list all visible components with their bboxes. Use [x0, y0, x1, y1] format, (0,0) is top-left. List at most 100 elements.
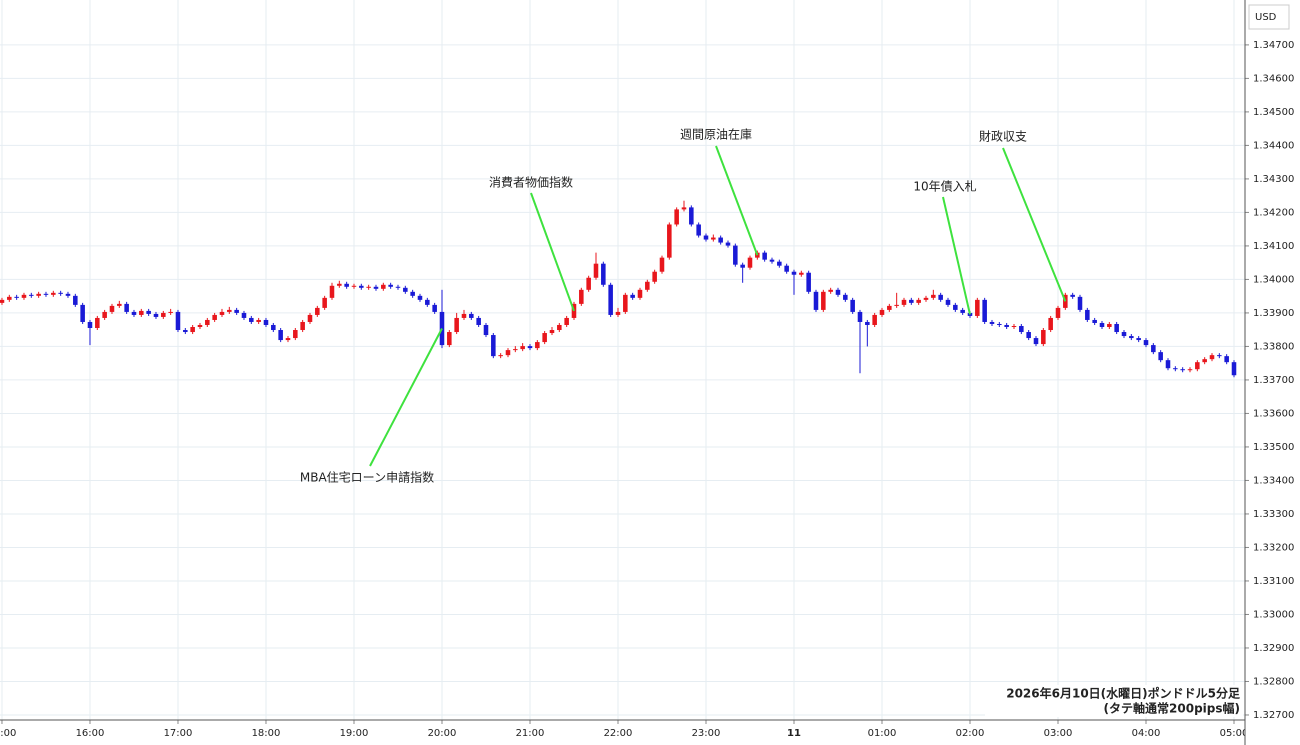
candle-body — [395, 286, 401, 288]
candle-body — [931, 294, 936, 298]
candle-body — [7, 296, 12, 300]
candle-body — [564, 317, 569, 325]
candle-body — [1063, 294, 1068, 308]
candle-body — [755, 252, 760, 258]
candle-body — [190, 326, 195, 333]
candle-body — [1151, 345, 1156, 353]
candle-body — [894, 304, 899, 306]
candle-body — [989, 321, 995, 324]
candle-body — [1004, 324, 1009, 327]
candle-body — [153, 313, 159, 317]
candle-body — [1202, 359, 1207, 363]
candle-body — [1107, 323, 1112, 327]
x-tick-label: 15:00 — [0, 728, 16, 739]
candle-body — [982, 299, 987, 322]
x-tick-label: 16:00 — [76, 728, 105, 739]
x-tick-label: 18:00 — [252, 728, 281, 739]
y-tick-label: 1.34500 — [1253, 107, 1294, 118]
candle-body — [835, 289, 841, 295]
candle-body — [65, 293, 71, 296]
candle-body — [857, 311, 863, 322]
candle-body — [469, 313, 474, 318]
candle-body — [234, 309, 239, 313]
x-tick-label: 03:00 — [1044, 728, 1073, 739]
candle-body — [205, 319, 210, 325]
y-tick-label: 1.34300 — [1253, 174, 1294, 185]
candle-body — [586, 277, 591, 290]
candle-body — [909, 299, 914, 303]
candle-body — [1143, 340, 1149, 346]
currency-label: USD — [1255, 12, 1277, 23]
x-tick-label: 21:00 — [516, 728, 545, 739]
candle-body — [1173, 368, 1178, 370]
candle-body — [1026, 332, 1031, 339]
candle-body — [762, 252, 767, 260]
y-tick-label: 1.34200 — [1253, 207, 1294, 218]
y-tick-label: 1.34000 — [1253, 274, 1294, 285]
candle-body — [241, 312, 247, 318]
x-tick-label: 04:00 — [1132, 728, 1161, 739]
candle-body — [740, 264, 745, 268]
candle-body — [887, 305, 892, 310]
y-tick-label: 1.33500 — [1253, 442, 1294, 453]
candle-body — [813, 291, 819, 310]
candle-body — [799, 272, 804, 275]
note-line: 2026年6月10日(水曜日)ポンドドル5分足 — [1006, 686, 1240, 701]
annotation-label: MBA住宅ローン申請指数 — [300, 470, 434, 485]
candle-body — [271, 324, 276, 331]
candle-body — [608, 284, 613, 315]
candle-body — [29, 294, 34, 296]
candle-body — [725, 242, 731, 246]
annotation-line — [1002, 147, 1067, 302]
candle-body — [337, 283, 342, 286]
y-tick-label: 1.33400 — [1253, 475, 1294, 486]
candle-body — [124, 303, 129, 312]
y-tick-label: 1.33200 — [1253, 542, 1294, 553]
candle-body — [806, 272, 811, 292]
y-tick-label: 1.34400 — [1253, 140, 1294, 151]
candle-body — [344, 283, 349, 287]
candle-body — [432, 304, 437, 312]
candle-body — [80, 304, 85, 322]
candle-body — [1077, 296, 1083, 310]
y-tick-label: 1.34700 — [1253, 40, 1294, 51]
candle-body — [872, 314, 877, 325]
candle-body — [630, 294, 635, 298]
candle-body — [168, 311, 173, 313]
candle-body — [36, 293, 41, 296]
candle-body — [901, 299, 907, 305]
annotation-label: 消費者物価指数 — [489, 175, 573, 190]
y-tick-label: 1.33100 — [1253, 576, 1294, 587]
x-tick-label: 02:00 — [956, 728, 985, 739]
candle-body — [711, 237, 716, 240]
y-tick-label: 1.33000 — [1253, 609, 1294, 620]
candle-body — [557, 324, 562, 331]
candle-body — [703, 235, 709, 240]
candle-body — [285, 338, 291, 341]
candle-body — [791, 271, 797, 275]
candle-body — [146, 310, 151, 314]
candle-body — [718, 237, 723, 243]
y-tick-label: 1.32700 — [1253, 710, 1294, 721]
candle-body — [117, 303, 122, 306]
candle-body — [322, 297, 327, 308]
candle-body — [410, 291, 415, 296]
candle-body — [784, 265, 789, 272]
candle-body — [388, 284, 393, 287]
candle-body — [527, 346, 533, 349]
candle-body — [769, 259, 775, 262]
candle-body — [579, 289, 584, 304]
candle-body — [161, 312, 166, 317]
candle-body — [454, 317, 459, 333]
candle-body — [73, 295, 78, 305]
y-tick-label: 1.32800 — [1253, 676, 1294, 687]
candle-body — [1041, 330, 1046, 345]
candle-body — [439, 311, 445, 346]
candle-body — [175, 311, 181, 331]
candle-body — [674, 209, 679, 225]
candle-body — [1121, 332, 1127, 337]
candle-body — [21, 294, 27, 298]
candle-body — [1180, 369, 1185, 371]
